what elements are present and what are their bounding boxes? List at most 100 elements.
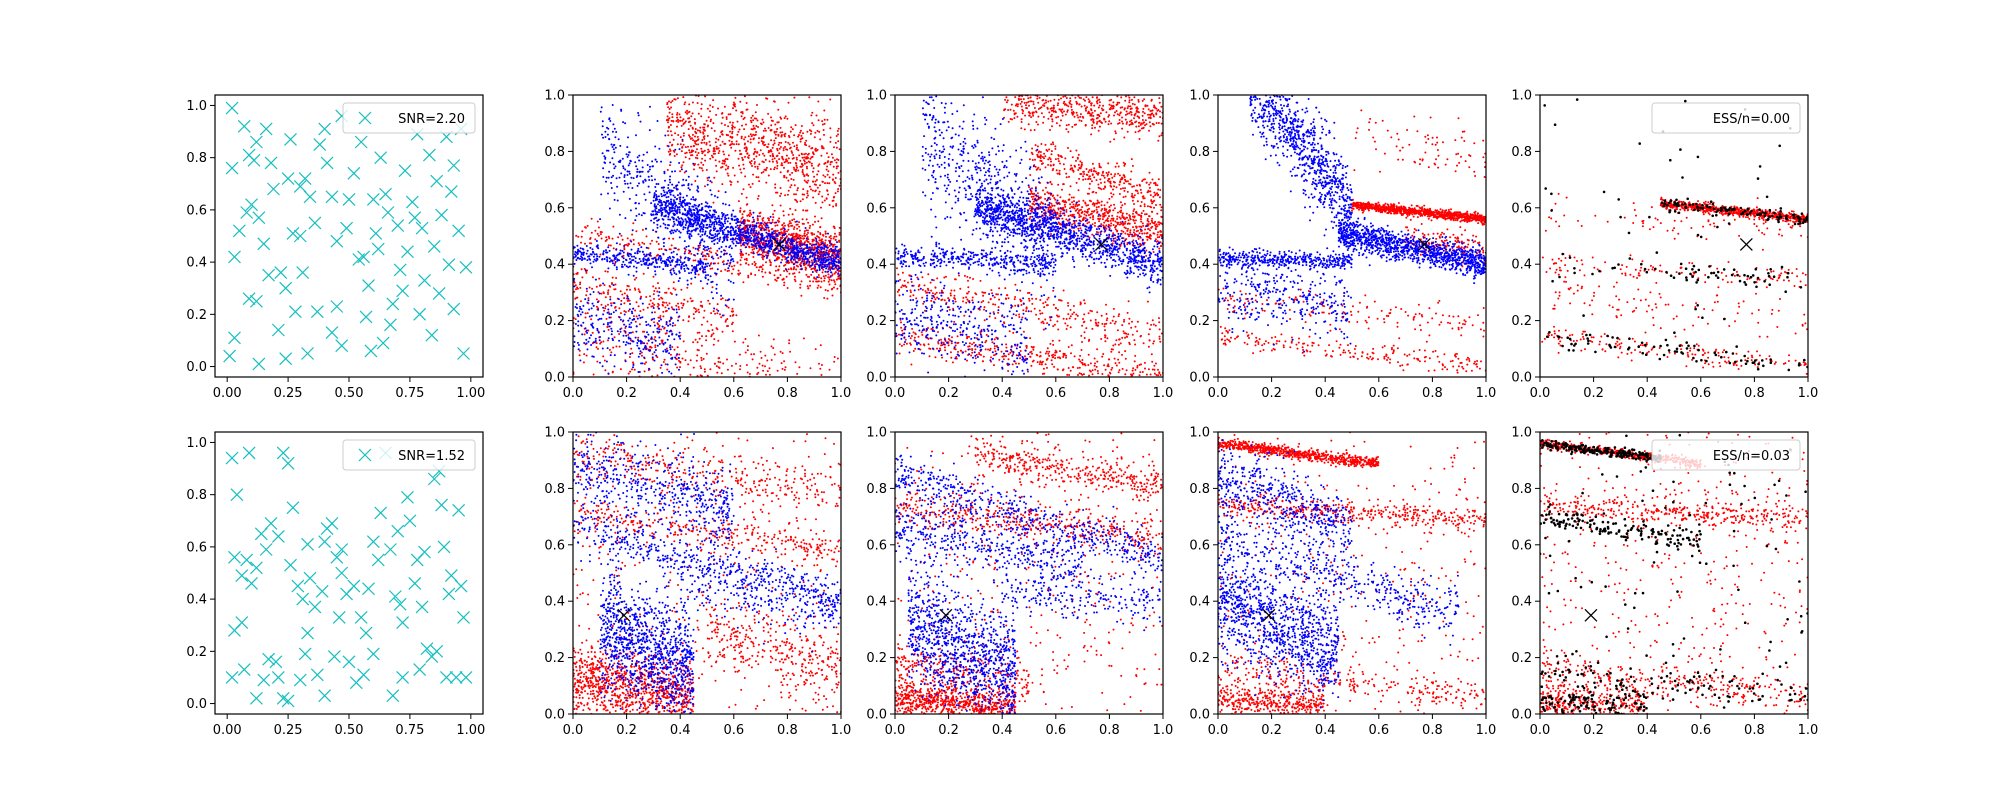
particle (797, 237, 800, 240)
particle (786, 270, 789, 273)
particle (709, 275, 712, 278)
particle (678, 206, 681, 209)
y-tick-label: 0.4 (186, 593, 207, 608)
particle (606, 133, 609, 136)
data-point (301, 626, 315, 640)
particle (834, 192, 837, 195)
particle (603, 258, 606, 260)
particle (618, 213, 621, 216)
particle (586, 290, 588, 293)
particle (671, 324, 674, 327)
particle (703, 149, 706, 152)
particle (630, 176, 633, 179)
particle (694, 204, 697, 207)
particle (736, 180, 739, 183)
particle (648, 191, 651, 194)
particle (782, 147, 785, 150)
particle (645, 261, 648, 264)
particle (604, 270, 607, 273)
particle (796, 189, 799, 192)
particle (785, 252, 788, 255)
particle (688, 135, 691, 138)
particle (739, 241, 742, 244)
data-point (379, 187, 392, 201)
particle (731, 330, 734, 333)
particle (681, 146, 684, 149)
particle (676, 258, 679, 261)
particle (647, 339, 650, 342)
particle (587, 329, 590, 332)
particle (823, 162, 826, 165)
particle (719, 135, 722, 138)
particle (710, 118, 712, 121)
particle (726, 167, 729, 170)
particle (662, 315, 665, 318)
particle (700, 356, 703, 359)
particle (681, 357, 684, 360)
particle (580, 241, 582, 244)
particle (720, 250, 723, 253)
particle (729, 113, 732, 116)
particle (613, 255, 616, 258)
particle (801, 260, 804, 263)
particle (757, 126, 759, 128)
particle (789, 222, 792, 225)
particle (827, 268, 830, 271)
particle (587, 297, 590, 300)
particle (653, 203, 656, 206)
particle (686, 230, 689, 233)
particle (672, 281, 675, 284)
particle (670, 232, 673, 235)
particle (770, 345, 773, 348)
particle (709, 180, 712, 183)
particle (578, 310, 581, 313)
particle (804, 255, 807, 258)
particle (824, 175, 827, 178)
particle (692, 246, 695, 249)
particle (670, 198, 672, 201)
particle (718, 150, 721, 152)
particle (621, 157, 624, 160)
particle (679, 198, 682, 201)
particle (784, 263, 787, 266)
particle (694, 151, 697, 153)
particle (681, 306, 684, 309)
particle (803, 156, 806, 159)
particle (718, 223, 721, 226)
particle (759, 149, 762, 152)
particle (686, 267, 689, 270)
particle (712, 343, 715, 346)
particle (773, 100, 775, 103)
particle (802, 173, 805, 176)
particle (626, 244, 629, 247)
particle (794, 235, 797, 238)
particle (763, 255, 766, 258)
particle (688, 103, 691, 106)
particle (772, 338, 775, 341)
particle (654, 339, 657, 342)
particle (720, 112, 723, 115)
particle (760, 253, 763, 256)
particle (647, 323, 650, 326)
particle (780, 162, 783, 165)
data-point (440, 671, 453, 684)
particle (790, 178, 793, 180)
particle (737, 143, 740, 146)
particle (608, 313, 611, 315)
particle (754, 133, 757, 136)
particle (672, 287, 675, 290)
particle (787, 224, 790, 226)
particle (687, 187, 690, 190)
particle (729, 130, 731, 133)
particle (823, 259, 826, 261)
particle (826, 165, 829, 168)
particle (660, 328, 662, 331)
particle (699, 304, 702, 307)
particle (653, 221, 655, 224)
particle (689, 250, 692, 253)
particle (668, 248, 671, 251)
particle (597, 226, 600, 229)
particle (789, 207, 792, 210)
particle (746, 345, 749, 348)
particle (613, 167, 616, 170)
